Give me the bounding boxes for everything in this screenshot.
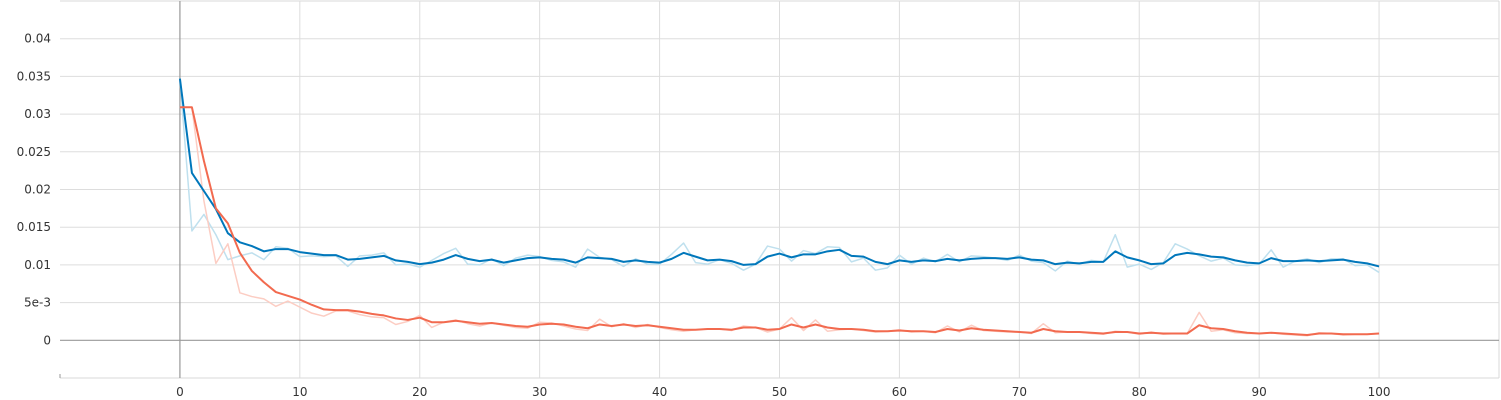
zero-axis-lines xyxy=(59,1,1499,378)
x-tick-label: 10 xyxy=(292,385,307,399)
x-tick-label: 60 xyxy=(892,385,907,399)
y-tick-label: 0.02 xyxy=(24,183,51,197)
y-tick-label: 0.035 xyxy=(17,69,51,83)
y-tick-label: 0.01 xyxy=(24,258,51,272)
x-tick-label: 30 xyxy=(532,385,547,399)
x-tick-label: 50 xyxy=(772,385,787,399)
y-tick-label: 0.04 xyxy=(24,32,51,46)
x-tick-label: 90 xyxy=(1252,385,1267,399)
series-line-1 xyxy=(178,78,1380,268)
raw-series-line-1 xyxy=(179,78,1380,274)
x-tick-label: 0 xyxy=(176,385,184,399)
series-line-2 xyxy=(179,106,1380,337)
x-tick-label: 20 xyxy=(412,385,427,399)
x-tick-labels: 0 10 20 30 40 50 60 70 80 90 100 xyxy=(176,385,1390,399)
y-tick-labels: 0 5e-3 0.01 0.015 0.02 0.025 0.03 0.035 0.04 xyxy=(17,32,51,348)
x-tick-label: 100 xyxy=(1368,385,1391,399)
smoothed-series-lines xyxy=(178,78,1380,337)
y-tick-label: 5e-3 xyxy=(24,296,51,310)
y-tick-label: 0.025 xyxy=(17,145,51,159)
x-tick-label: 80 xyxy=(1132,385,1147,399)
x-tick-label: 70 xyxy=(1012,385,1027,399)
y-tick-label: 0.03 xyxy=(24,107,51,121)
y-tick-label: 0 xyxy=(43,333,51,347)
x-tick-label: 40 xyxy=(652,385,667,399)
y-tick-label: 0.015 xyxy=(17,220,51,234)
